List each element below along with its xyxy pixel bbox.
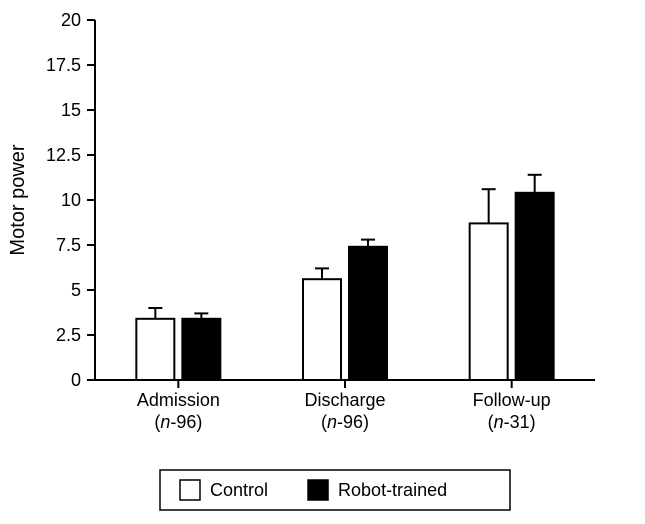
y-tick-label: 10 xyxy=(61,190,81,210)
legend-label-control: Control xyxy=(210,480,268,500)
y-tick-label: 2.5 xyxy=(56,325,81,345)
bar-control xyxy=(136,319,174,380)
y-tick-label: 5 xyxy=(71,280,81,300)
legend-label-robot: Robot-trained xyxy=(338,480,447,500)
y-tick-label: 0 xyxy=(71,370,81,390)
bar-control xyxy=(303,279,341,380)
legend-swatch-control xyxy=(180,480,200,500)
category-n: (n-96) xyxy=(321,412,369,432)
category-n: (n-31) xyxy=(488,412,536,432)
y-tick-label: 15 xyxy=(61,100,81,120)
bar-robot xyxy=(516,193,554,380)
y-tick-label: 17.5 xyxy=(46,55,81,75)
legend-swatch-robot xyxy=(308,480,328,500)
category-label: Follow-up xyxy=(473,390,551,410)
bar-control xyxy=(470,223,508,380)
chart-container: { "chart": { "type": "bar", "ylabel": "M… xyxy=(0,0,645,524)
y-axis-label: Motor power xyxy=(7,144,29,255)
bar-robot xyxy=(349,247,387,380)
bar-robot xyxy=(182,319,220,380)
y-tick-label: 20 xyxy=(61,10,81,30)
y-tick-label: 12.5 xyxy=(46,145,81,165)
chart-svg: 0 2.5 5 7.5 10 12.5 15 17.5 20 Motor power Admissi… xyxy=(0,0,645,524)
y-tick-label: 7.5 xyxy=(56,235,81,255)
category-n: (n-96) xyxy=(154,412,202,432)
category-label: Discharge xyxy=(304,390,385,410)
category-label: Admission xyxy=(137,390,220,410)
